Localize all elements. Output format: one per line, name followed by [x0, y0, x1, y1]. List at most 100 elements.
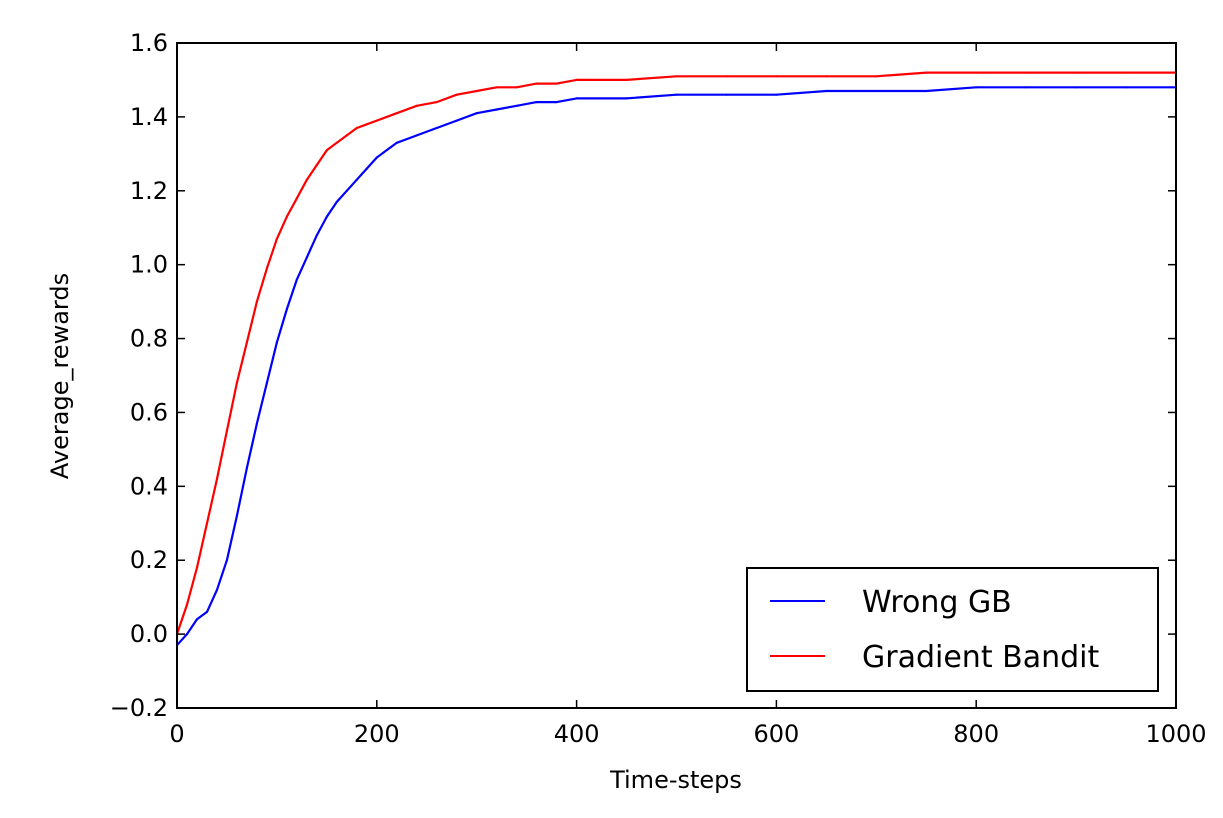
data-point-gradient-bandit [205, 522, 209, 525]
data-point-wrong-gb [875, 89, 878, 93]
data-point-wrong-gb [435, 126, 438, 130]
y-tick-label: 0.2 [130, 546, 168, 574]
y-tick-label: 0.0 [130, 620, 168, 648]
y-tick-label: −0.2 [110, 694, 168, 722]
x-tick-label: 200 [354, 720, 400, 748]
data-point-wrong-gb [235, 514, 238, 518]
data-point-gradient-bandit [315, 163, 318, 166]
data-point-gradient-bandit [825, 75, 828, 78]
data-point-wrong-gb [215, 588, 219, 591]
data-point-gradient-bandit [285, 215, 288, 218]
data-point-wrong-gb [495, 108, 498, 111]
y-tick-label: 1.2 [130, 177, 168, 205]
data-point-gradient-bandit [535, 82, 538, 85]
data-point-gradient-bandit [215, 477, 219, 480]
data-point-wrong-gb [975, 86, 978, 89]
data-point-gradient-bandit [365, 123, 368, 126]
data-point-wrong-gb [265, 381, 268, 384]
data-point-gradient-bandit [625, 78, 628, 81]
data-point-gradient-bandit [1075, 71, 1078, 74]
x-tick-label: 1000 [1145, 720, 1206, 748]
data-point-gradient-bandit [675, 75, 678, 78]
tick-labels: 0 200 400 600 800 1000 −0.2 0.0 0.2 0.4 0.6 0.8 1.0 1… [110, 29, 1207, 748]
data-point-wrong-gb [315, 234, 318, 237]
data-point-wrong-gb [305, 256, 308, 259]
data-point-gradient-bandit [305, 178, 308, 181]
data-point-gradient-bandit [455, 93, 458, 96]
data-point-gradient-bandit [245, 341, 248, 344]
data-point-wrong-gb [375, 156, 378, 159]
data-point-gradient-bandit [275, 237, 278, 240]
data-point-wrong-gb [1075, 86, 1078, 89]
data-point-wrong-gb [225, 559, 228, 562]
data-point-gradient-bandit [555, 82, 558, 85]
data-point-wrong-gb [295, 278, 298, 281]
x-tick-label: 400 [554, 720, 600, 748]
y-tick-label: 0.4 [130, 472, 168, 500]
data-point-wrong-gb [925, 89, 928, 93]
data-point-gradient-bandit [375, 119, 378, 122]
y-axis-label: Average_rewards [46, 273, 74, 479]
x-tick-label: 600 [753, 720, 799, 748]
legend-label-gradient-bandit: Gradient Bandit [862, 640, 1099, 675]
data-point-gradient-bandit [265, 267, 268, 270]
data-point-wrong-gb [825, 89, 828, 93]
data-point-gradient-bandit [495, 86, 498, 89]
data-point-wrong-gb [275, 341, 278, 344]
data-point-wrong-gb [535, 101, 538, 104]
data-point-gradient-bandit [975, 71, 978, 74]
x-tick-label: 800 [953, 720, 999, 748]
data-point-wrong-gb [335, 200, 338, 203]
legend-box [746, 567, 1159, 692]
data-point-gradient-bandit [1124, 71, 1128, 74]
data-point-wrong-gb [515, 104, 518, 107]
data-point-gradient-bandit [775, 75, 778, 78]
data-point-wrong-gb [625, 97, 628, 100]
y-tick-label: 1.0 [130, 251, 168, 279]
data-point-gradient-bandit [435, 101, 438, 104]
data-point-gradient-bandit [925, 71, 928, 74]
data-point-gradient-bandit [335, 141, 338, 144]
data-point-wrong-gb [475, 112, 478, 115]
data-point-gradient-bandit [575, 78, 578, 81]
legend-label-wrong-gb: Wrong GB [862, 585, 1012, 620]
data-point-gradient-bandit [345, 134, 348, 137]
data-point-gradient-bandit [235, 381, 238, 384]
data-point-gradient-bandit [875, 75, 878, 78]
data-point-gradient-bandit [195, 566, 199, 569]
data-point-wrong-gb [195, 618, 199, 621]
data-point-gradient-bandit [475, 89, 478, 93]
data-point-wrong-gb [255, 422, 258, 425]
data-point-gradient-bandit [225, 429, 228, 432]
data-point-wrong-gb [555, 101, 558, 104]
data-point-wrong-gb [245, 466, 248, 469]
data-point-wrong-gb [365, 167, 368, 170]
data-point-wrong-gb [725, 93, 728, 96]
data-point-wrong-gb [325, 215, 328, 218]
data-point-wrong-gb [205, 610, 209, 614]
data-point-gradient-bandit [1025, 71, 1028, 74]
plot-frame [176, 42, 1177, 709]
data-point-wrong-gb [185, 633, 189, 636]
x-axis-label: Time-steps [609, 766, 742, 794]
data-point-gradient-bandit [515, 86, 518, 89]
data-point-gradient-bandit [725, 75, 728, 78]
y-tick-label: 0.8 [130, 325, 168, 353]
data-point-wrong-gb [575, 97, 578, 100]
data-point-wrong-gb [345, 189, 348, 192]
data-point-wrong-gb [355, 178, 358, 181]
data-point-gradient-bandit [295, 197, 298, 200]
data-point-wrong-gb [675, 93, 678, 96]
data-point-gradient-bandit [395, 112, 398, 115]
data-point-wrong-gb [455, 119, 458, 122]
y-tick-label: 1.6 [130, 29, 168, 57]
data-point-gradient-bandit [355, 126, 358, 130]
data-point-wrong-gb [285, 307, 288, 311]
y-tick-label: 0.6 [130, 398, 168, 426]
data-point-wrong-gb [1025, 86, 1028, 89]
plot-lines [175, 71, 1178, 647]
data-point-gradient-bandit [415, 104, 418, 107]
data-point-gradient-bandit [255, 300, 258, 303]
